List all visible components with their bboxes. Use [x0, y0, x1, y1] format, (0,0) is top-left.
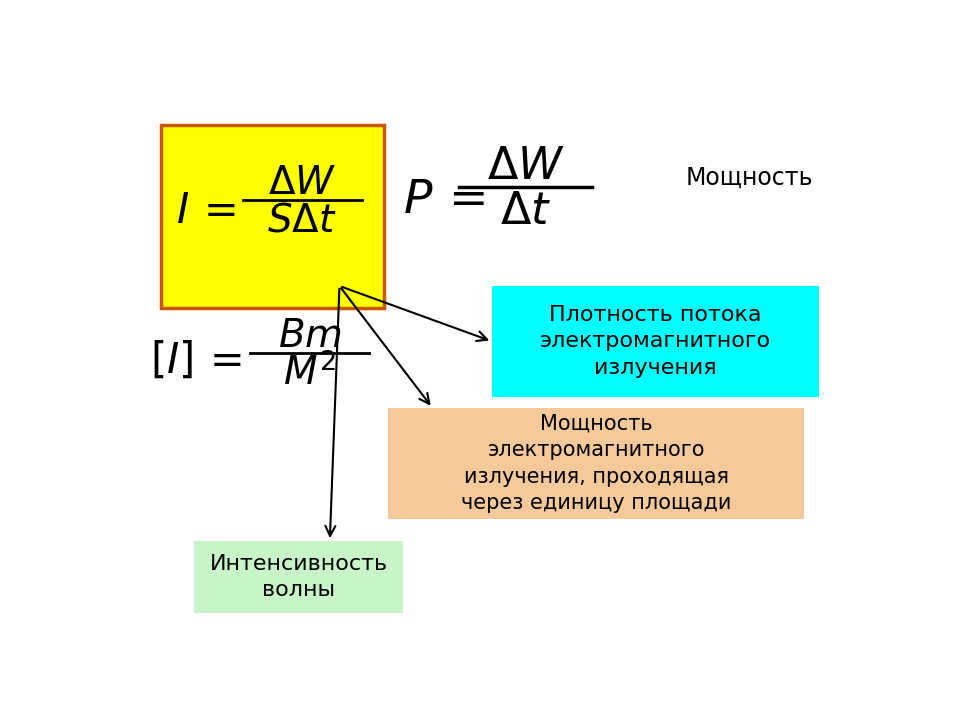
Text: $I\,=$: $I\,=$: [176, 190, 235, 232]
FancyBboxPatch shape: [194, 541, 403, 613]
Text: $M^2$: $M^2$: [283, 354, 336, 393]
FancyBboxPatch shape: [388, 408, 804, 519]
Text: $Bm$: $Bm$: [277, 317, 342, 355]
FancyBboxPatch shape: [492, 286, 820, 397]
Text: $P\,=$: $P\,=$: [403, 178, 485, 222]
Text: $\left[I\right]\,=$: $\left[I\right]\,=$: [150, 340, 242, 382]
Text: $\Delta W$: $\Delta W$: [268, 164, 336, 202]
FancyBboxPatch shape: [161, 125, 384, 308]
Text: Мощность: Мощность: [685, 166, 813, 190]
Text: $\Delta t$: $\Delta t$: [500, 189, 551, 233]
Text: $S\Delta t$: $S\Delta t$: [268, 202, 337, 240]
Text: $\Delta W$: $\Delta W$: [487, 145, 564, 189]
Text: Интенсивность
волны: Интенсивность волны: [209, 554, 388, 600]
Text: Мощность
электромагнитного
излучения, проходящая
через единицу площади: Мощность электромагнитного излучения, пр…: [461, 414, 732, 513]
Text: Плотность потока
электромагнитного
излучения: Плотность потока электромагнитного излуч…: [540, 305, 771, 378]
